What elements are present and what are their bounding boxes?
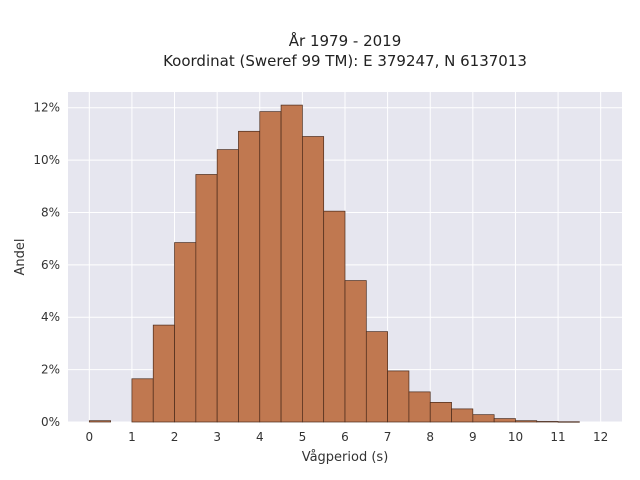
histogram-bar <box>131 378 154 423</box>
histogram-bar <box>323 210 346 423</box>
x-tick-label: 10 <box>508 430 523 444</box>
y-tick-label: 0% <box>41 415 60 429</box>
chart-title: År 1979 - 2019 <box>289 31 402 50</box>
histogram-bar <box>88 420 111 423</box>
histogram-bar <box>493 418 516 423</box>
histogram-bar <box>515 420 538 423</box>
x-axis-ticks: 0 1 2 3 4 5 6 7 8 9 10 11 12 <box>85 430 608 444</box>
y-tick-label: 6% <box>41 258 60 272</box>
x-tick-label: 8 <box>426 430 434 444</box>
histogram-bar <box>408 391 431 423</box>
histogram-bar <box>152 324 175 423</box>
y-tick-label: 12% <box>33 101 60 115</box>
y-axis-ticks: 0% 2% 4% 6% 8% 10% 12% <box>33 101 60 429</box>
x-tick-label: 7 <box>384 430 392 444</box>
x-tick-label: 11 <box>550 430 565 444</box>
histogram-bar <box>387 370 410 423</box>
histogram-bar <box>429 402 452 423</box>
x-tick-label: 0 <box>85 430 93 444</box>
histogram-bar <box>365 331 388 423</box>
x-tick-label: 6 <box>341 430 349 444</box>
x-tick-label: 1 <box>128 430 136 444</box>
y-tick-label: 2% <box>41 363 60 377</box>
x-tick-label: 9 <box>469 430 477 444</box>
histogram-bar <box>451 408 474 423</box>
y-tick-label: 10% <box>33 153 60 167</box>
y-tick-label: 4% <box>41 310 60 324</box>
x-tick-label: 2 <box>171 430 179 444</box>
x-tick-label: 5 <box>299 430 307 444</box>
x-tick-label: 4 <box>256 430 264 444</box>
histogram-bar <box>557 421 580 423</box>
chart-subtitle: Koordinat (Sweref 99 TM): E 379247, N 61… <box>163 52 527 70</box>
histogram-bar <box>344 280 367 423</box>
x-tick-label: 3 <box>213 430 221 444</box>
x-axis-label: Vågperiod (s) <box>302 450 389 465</box>
histogram-bars <box>88 104 580 423</box>
histogram-bar <box>536 421 559 423</box>
histogram-bar <box>238 130 261 423</box>
histogram-bar <box>259 111 282 423</box>
histogram-bar <box>216 149 239 423</box>
x-tick-label: 12 <box>593 430 608 444</box>
histogram-bar <box>302 136 325 423</box>
histogram-bar <box>280 104 303 423</box>
histogram-bar <box>174 242 197 423</box>
y-tick-label: 8% <box>41 205 60 219</box>
histogram-bar <box>195 174 218 423</box>
histogram-bar <box>472 414 495 423</box>
y-axis-label: Andel <box>13 239 28 276</box>
